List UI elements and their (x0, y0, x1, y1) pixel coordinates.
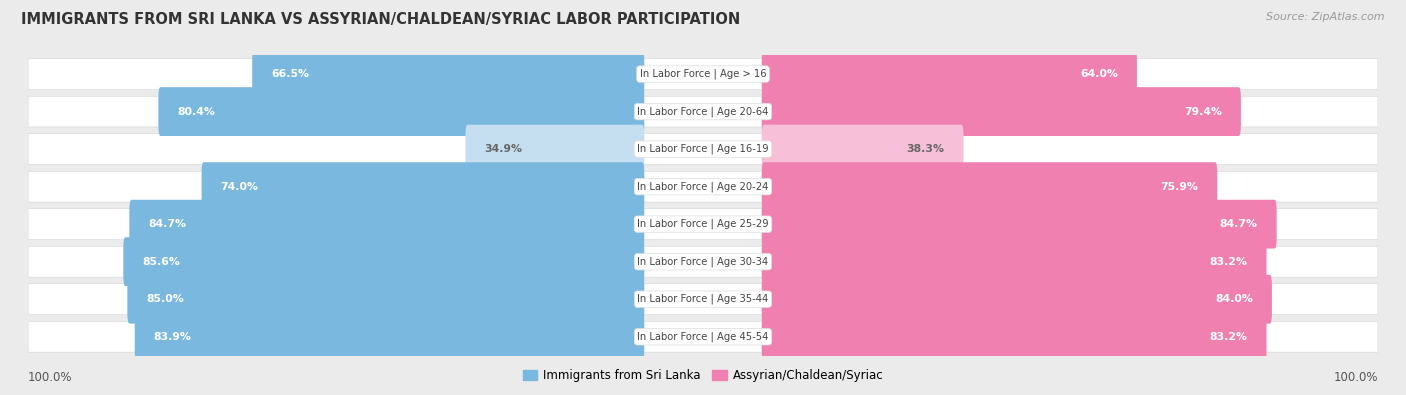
FancyBboxPatch shape (762, 200, 1277, 248)
Text: 83.9%: 83.9% (153, 332, 191, 342)
Text: 84.7%: 84.7% (1220, 219, 1258, 229)
FancyBboxPatch shape (28, 284, 1378, 314)
FancyBboxPatch shape (201, 162, 644, 211)
Text: Source: ZipAtlas.com: Source: ZipAtlas.com (1267, 12, 1385, 22)
Text: 85.6%: 85.6% (142, 257, 180, 267)
FancyBboxPatch shape (28, 171, 1378, 202)
Text: 38.3%: 38.3% (907, 144, 945, 154)
Text: 34.9%: 34.9% (484, 144, 523, 154)
Text: 100.0%: 100.0% (1333, 371, 1378, 384)
Text: IMMIGRANTS FROM SRI LANKA VS ASSYRIAN/CHALDEAN/SYRIAC LABOR PARTICIPATION: IMMIGRANTS FROM SRI LANKA VS ASSYRIAN/CH… (21, 12, 741, 27)
Legend: Immigrants from Sri Lanka, Assyrian/Chaldean/Syriac: Immigrants from Sri Lanka, Assyrian/Chal… (519, 365, 887, 387)
Text: 85.0%: 85.0% (146, 294, 184, 304)
FancyBboxPatch shape (762, 237, 1267, 286)
Text: 79.4%: 79.4% (1184, 107, 1222, 117)
Text: In Labor Force | Age 20-64: In Labor Force | Age 20-64 (637, 106, 769, 117)
Text: In Labor Force | Age 35-44: In Labor Force | Age 35-44 (637, 294, 769, 305)
Text: In Labor Force | Age > 16: In Labor Force | Age > 16 (640, 69, 766, 79)
FancyBboxPatch shape (28, 209, 1378, 239)
FancyBboxPatch shape (28, 134, 1378, 164)
Text: 80.4%: 80.4% (177, 107, 215, 117)
Text: 74.0%: 74.0% (221, 182, 259, 192)
FancyBboxPatch shape (28, 96, 1378, 127)
FancyBboxPatch shape (762, 162, 1218, 211)
FancyBboxPatch shape (465, 125, 644, 173)
Text: 84.0%: 84.0% (1215, 294, 1253, 304)
FancyBboxPatch shape (129, 200, 644, 248)
FancyBboxPatch shape (159, 87, 644, 136)
Text: 64.0%: 64.0% (1080, 69, 1118, 79)
Text: In Labor Force | Age 16-19: In Labor Force | Age 16-19 (637, 144, 769, 154)
Text: In Labor Force | Age 45-54: In Labor Force | Age 45-54 (637, 331, 769, 342)
FancyBboxPatch shape (28, 59, 1378, 89)
Text: 84.7%: 84.7% (148, 219, 186, 229)
FancyBboxPatch shape (124, 237, 644, 286)
FancyBboxPatch shape (762, 275, 1272, 324)
FancyBboxPatch shape (128, 275, 644, 324)
FancyBboxPatch shape (135, 312, 644, 361)
FancyBboxPatch shape (762, 50, 1137, 98)
Text: In Labor Force | Age 25-29: In Labor Force | Age 25-29 (637, 219, 769, 229)
FancyBboxPatch shape (28, 322, 1378, 352)
Text: 83.2%: 83.2% (1209, 332, 1247, 342)
Text: In Labor Force | Age 30-34: In Labor Force | Age 30-34 (637, 256, 769, 267)
Text: 100.0%: 100.0% (28, 371, 73, 384)
FancyBboxPatch shape (762, 125, 963, 173)
Text: 75.9%: 75.9% (1160, 182, 1198, 192)
Text: 83.2%: 83.2% (1209, 257, 1247, 267)
Text: In Labor Force | Age 20-24: In Labor Force | Age 20-24 (637, 181, 769, 192)
FancyBboxPatch shape (252, 50, 644, 98)
FancyBboxPatch shape (762, 87, 1241, 136)
Text: 66.5%: 66.5% (271, 69, 309, 79)
FancyBboxPatch shape (28, 246, 1378, 277)
FancyBboxPatch shape (762, 312, 1267, 361)
